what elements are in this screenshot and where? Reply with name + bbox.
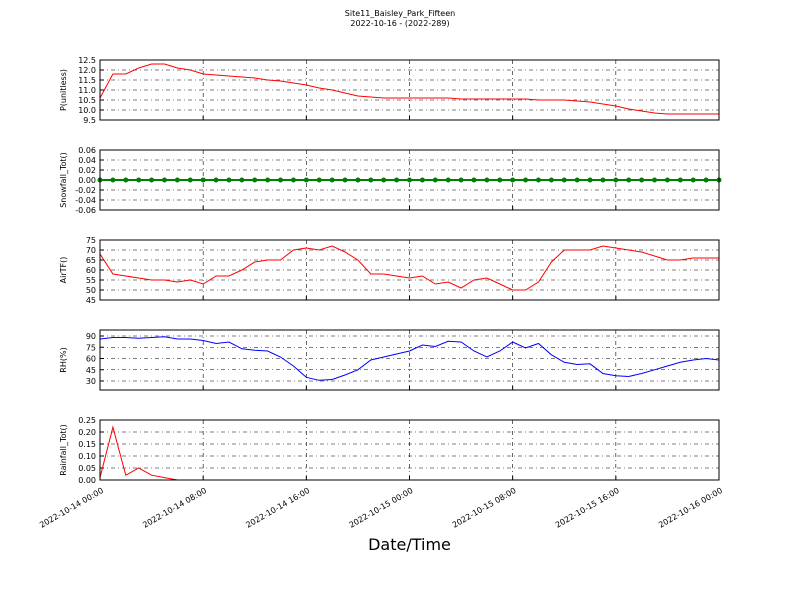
data-point (355, 177, 361, 183)
data-line (99, 336, 720, 381)
data-point (484, 177, 490, 183)
data-point (187, 177, 193, 183)
y-tick-label: 0.06 (78, 146, 96, 155)
data-point (265, 177, 271, 183)
data-point (677, 177, 683, 183)
data-point (626, 177, 632, 183)
y-tick-label: 0.04 (78, 156, 96, 165)
y-tick-label: 9.5 (83, 116, 96, 125)
plot-frame (99, 329, 720, 391)
data-point (419, 177, 425, 183)
data-point (535, 177, 541, 183)
data-point (149, 177, 155, 183)
y-tick-label: 55 (86, 276, 96, 285)
data-point (329, 177, 335, 183)
y-tick-label: 45 (86, 366, 96, 375)
data-point (664, 177, 670, 183)
data-point (316, 177, 322, 183)
y-tick-label: 0.25 (78, 416, 96, 425)
y-tick-label: 75 (86, 236, 96, 245)
plot-frame (99, 59, 720, 121)
data-line (99, 245, 719, 291)
data-point (639, 177, 645, 183)
y-tick-label: 10.0 (78, 106, 96, 115)
y-tick-label: -0.02 (75, 186, 96, 195)
chart-subtitle: 2022-10-16 - (2022-289) (350, 19, 449, 28)
data-point (136, 177, 142, 183)
y-tick-label: 30 (86, 377, 96, 386)
y-tick-label: 12.5 (78, 56, 96, 65)
data-point (123, 177, 129, 183)
data-point (613, 177, 619, 183)
data-point (110, 177, 116, 183)
data-point (600, 177, 606, 183)
y-tick-label: 12.0 (78, 66, 96, 75)
data-point (432, 177, 438, 183)
data-point (548, 177, 554, 183)
y-axis-label: Snowfall_Tot() (59, 152, 68, 208)
y-tick-label: 0.10 (78, 452, 96, 461)
y-tick-label: 90 (86, 332, 96, 341)
data-point (523, 177, 529, 183)
data-point (445, 177, 451, 183)
y-tick-label: 60 (86, 355, 96, 364)
data-point (252, 177, 258, 183)
y-tick-label: 50 (86, 286, 96, 295)
data-point (394, 177, 400, 183)
data-point (381, 177, 387, 183)
data-point (200, 177, 206, 183)
y-tick-label: 0.00 (78, 176, 96, 185)
y-tick-label: 0.20 (78, 428, 96, 437)
y-tick-label: -0.04 (75, 196, 96, 205)
data-line (99, 63, 719, 115)
y-tick-label: 0.15 (78, 440, 96, 449)
data-point (458, 177, 464, 183)
y-tick-label: 60 (86, 266, 96, 275)
y-axis-label: P(unitless) (59, 69, 68, 111)
plot-frame (99, 239, 720, 301)
y-axis-label: Rainfall_Tot() (59, 424, 68, 476)
data-point (703, 177, 709, 183)
y-tick-label: 45 (86, 296, 96, 305)
y-tick-label: 75 (86, 343, 96, 352)
plot-frame (99, 419, 720, 481)
data-point (368, 177, 374, 183)
y-tick-label: 11.0 (78, 86, 96, 95)
data-point (239, 177, 245, 183)
data-point (471, 177, 477, 183)
data-point (690, 177, 696, 183)
plot-frame (99, 149, 720, 211)
data-point (497, 177, 503, 183)
data-point (407, 177, 412, 183)
data-point (510, 177, 516, 183)
y-axis-label: RH(%) (59, 347, 68, 372)
y-tick-label: 10.5 (78, 96, 96, 105)
data-point (652, 177, 658, 183)
y-tick-label: 0.00 (78, 476, 96, 485)
x-axis-label: Date/Time (368, 535, 451, 554)
y-tick-label: 0.05 (78, 464, 96, 473)
data-point (213, 177, 219, 183)
y-tick-label: -0.06 (75, 206, 96, 215)
data-point (342, 177, 348, 183)
data-point (226, 177, 232, 183)
data-point (161, 177, 167, 183)
y-tick-label: 65 (86, 256, 96, 265)
y-tick-label: 0.02 (78, 166, 96, 175)
y-tick-label: 11.5 (78, 76, 96, 85)
data-point (574, 177, 580, 183)
data-point (278, 177, 284, 183)
data-point (561, 177, 567, 183)
y-tick-label: 70 (86, 246, 96, 255)
data-point (290, 177, 296, 183)
y-axis-label: AirTF() (59, 257, 68, 284)
data-point (587, 177, 593, 183)
chart-title: Site11_Baisley_Park_Fifteen (345, 9, 455, 18)
data-point (174, 177, 180, 183)
data-point (303, 177, 309, 183)
